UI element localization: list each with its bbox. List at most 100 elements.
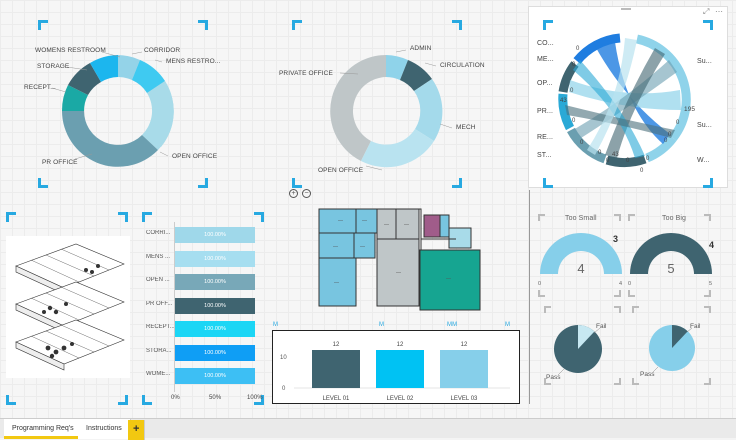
bar-list-row[interactable]: STORA... 100.00% (146, 344, 256, 361)
bar-list-row[interactable]: MENS ... 100.00% (146, 250, 256, 267)
drag-handle[interactable] (621, 8, 631, 10)
column-data-label: 12 (461, 342, 468, 348)
bar-list-label: MENS ... (146, 253, 171, 260)
bar-list-row[interactable]: PR OFF... 100.00% (146, 297, 256, 314)
gauge-max: 5 (709, 281, 712, 287)
donut2-slice-mech (414, 79, 443, 141)
room-label: — (396, 270, 401, 276)
donut-chart-1[interactable] (20, 30, 220, 190)
room (419, 249, 481, 311)
visual-corner (632, 306, 639, 313)
chord-diagram[interactable] (550, 28, 700, 178)
donut2-slice-circulation (400, 60, 432, 91)
focus-mode-icon[interactable]: ⤢ (703, 7, 710, 16)
chord-arc-right-bottom (645, 135, 677, 163)
bar-list-bar[interactable]: 100.00% (175, 368, 255, 384)
room (318, 232, 355, 259)
bar-axis-tick: 50% (209, 395, 222, 401)
y-axis-tick: 10 (280, 355, 287, 361)
visual-corner (632, 378, 639, 385)
bar-list-bar[interactable]: 100.00% (175, 227, 255, 243)
building-3d-view[interactable] (6, 236, 130, 378)
gauge-target: 3 (613, 234, 618, 244)
chord-arc-left-bottom (567, 127, 607, 164)
visual-corner (628, 214, 635, 221)
donut1-label: STORAGE (37, 63, 70, 70)
y-axis-tick: 0 (282, 386, 286, 392)
visual-corner (538, 214, 545, 221)
donut2-slice-private-office (330, 55, 386, 161)
donut1-label: PR OFFICE (42, 159, 78, 166)
visual-corner (254, 395, 264, 405)
chord-left-label: PR... (537, 108, 554, 115)
column-bar[interactable] (376, 350, 424, 388)
bar-list-row[interactable]: WOME... 100.00% (146, 368, 256, 384)
chart-header-mark: MM (447, 322, 458, 328)
bar-list-row[interactable]: OPEN ... 100.00% (146, 274, 256, 290)
bar-list-row[interactable]: CORRI... 100.00% (146, 227, 256, 243)
floor-plan-map[interactable]: — — — — — — — — — (316, 206, 486, 312)
chord-value-label: 0 (646, 156, 650, 162)
gauge-title: Too Big (662, 215, 687, 222)
donut1-slice-storage (68, 63, 101, 95)
visual-corner (614, 214, 621, 221)
visual-corner (703, 20, 713, 30)
bar-list-bar[interactable]: 100.00% (175, 274, 255, 290)
room-label: — (333, 244, 338, 250)
pass-fail-pie-1[interactable]: Fail Pass (544, 316, 624, 386)
chord-ribbon (587, 38, 637, 155)
bar-list-bar[interactable]: 100.00% (175, 297, 255, 314)
visual-corner (704, 290, 711, 297)
visual-corner (142, 395, 152, 405)
bar-list-label: WOME... (146, 371, 171, 377)
donut1-label: RECEPT... (24, 84, 56, 91)
donut2-label: PRIVATE OFFICE (279, 70, 333, 77)
tab-instructions[interactable]: Instructions (78, 419, 131, 439)
chord-ribbon (595, 42, 670, 144)
tab-programming-reqs[interactable]: Programming Req's (4, 419, 83, 439)
visual-corner (703, 178, 713, 188)
chord-arc-bottom (605, 154, 647, 167)
room-label: — (360, 244, 365, 250)
donut-chart-2[interactable] (300, 30, 460, 180)
visual-corner (198, 178, 208, 188)
add-page-button[interactable]: + (128, 420, 146, 440)
bar-list-bar[interactable]: 100.00% (175, 344, 255, 361)
visual-corner (118, 212, 128, 222)
bar-axis-tick: 0% (171, 395, 180, 401)
chord-value-label: 43 (612, 152, 619, 158)
chord-value-label: 0 (626, 158, 630, 164)
column-data-label: 12 (397, 342, 404, 348)
visual-corner (452, 178, 462, 188)
bar-list-bar[interactable]: 100.00% (175, 250, 255, 267)
column-chart[interactable]: 10 0 12 LEVEL 01 12 LEVEL 02 12 LEVEL 03 (272, 330, 520, 404)
gauge-too-small[interactable]: 4 3 0 4 (536, 228, 626, 290)
zoom-out-button[interactable]: − (302, 189, 311, 198)
chord-arc-left-mid (558, 61, 579, 93)
visual-corner (118, 395, 128, 405)
bar-axis-line (174, 222, 175, 392)
donut1-label: WOMENS RESTROOM (35, 47, 106, 54)
chord-value-label: 43 (560, 98, 567, 104)
visual-corner (538, 290, 545, 297)
visual-corner (614, 306, 621, 313)
zoom-in-button[interactable]: + (289, 189, 298, 198)
room (423, 214, 441, 238)
pie-fail-label: Fail (596, 323, 607, 330)
chord-value-label: 0 (606, 158, 610, 164)
chord-right-label: Su... (697, 122, 712, 129)
column-bar[interactable] (312, 350, 360, 388)
bar-list-bar[interactable]: 100.00% (175, 321, 255, 337)
column-bar[interactable] (440, 350, 488, 388)
visual-corner (38, 178, 48, 188)
chord-value-label: 0 (570, 88, 574, 94)
bar-list-row[interactable]: RECEPT... 100.00% (146, 321, 256, 337)
visual-corner (38, 20, 48, 30)
more-options-icon[interactable]: ⋯ (715, 7, 723, 16)
chord-right-label: W... (697, 157, 710, 164)
pass-fail-pie-2[interactable]: Fail Pass (634, 316, 714, 386)
room (439, 214, 450, 238)
gauge-too-big[interactable]: 5 4 0 5 (626, 228, 716, 290)
donut1-slice-reception (61, 85, 88, 111)
column-category-label: LEVEL 01 (323, 396, 350, 402)
